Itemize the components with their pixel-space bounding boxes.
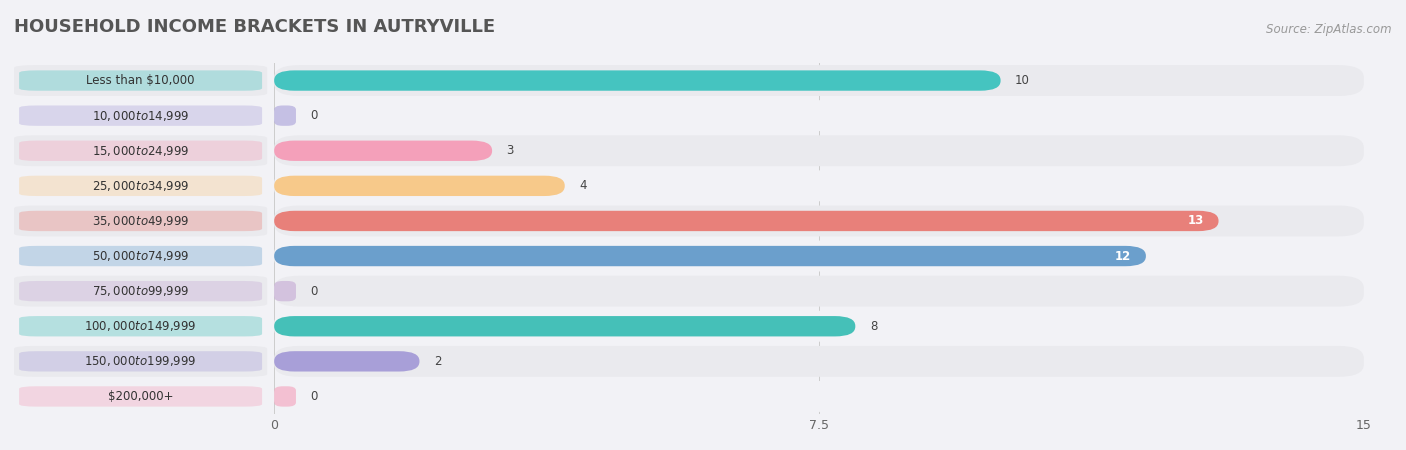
FancyBboxPatch shape [274,281,297,302]
Text: 12: 12 [1115,250,1132,262]
FancyBboxPatch shape [14,311,267,342]
FancyBboxPatch shape [274,140,492,161]
FancyBboxPatch shape [274,65,1364,96]
FancyBboxPatch shape [14,381,267,412]
FancyBboxPatch shape [274,70,1001,91]
FancyBboxPatch shape [14,171,267,201]
Text: 0: 0 [311,285,318,297]
FancyBboxPatch shape [20,70,262,91]
FancyBboxPatch shape [20,176,262,196]
Text: $10,000 to $14,999: $10,000 to $14,999 [91,108,190,123]
FancyBboxPatch shape [274,241,1364,271]
FancyBboxPatch shape [20,105,262,126]
Text: 3: 3 [506,144,515,157]
Text: $25,000 to $34,999: $25,000 to $34,999 [91,179,190,193]
FancyBboxPatch shape [14,100,267,131]
Text: 13: 13 [1188,215,1204,227]
Text: Less than $10,000: Less than $10,000 [86,74,195,87]
FancyBboxPatch shape [274,105,297,126]
Text: $100,000 to $149,999: $100,000 to $149,999 [84,319,197,333]
FancyBboxPatch shape [14,206,267,236]
Text: $35,000 to $49,999: $35,000 to $49,999 [91,214,190,228]
FancyBboxPatch shape [20,316,262,337]
FancyBboxPatch shape [274,206,1364,236]
FancyBboxPatch shape [274,100,1364,131]
Text: 8: 8 [870,320,877,333]
Text: $200,000+: $200,000+ [108,390,173,403]
Text: 2: 2 [434,355,441,368]
FancyBboxPatch shape [274,351,419,372]
FancyBboxPatch shape [274,346,1364,377]
FancyBboxPatch shape [274,316,855,337]
FancyBboxPatch shape [274,276,1364,306]
FancyBboxPatch shape [274,311,1364,342]
Text: $15,000 to $24,999: $15,000 to $24,999 [91,144,190,158]
FancyBboxPatch shape [274,211,1219,231]
FancyBboxPatch shape [274,176,565,196]
FancyBboxPatch shape [14,241,267,271]
FancyBboxPatch shape [14,276,267,306]
Text: 4: 4 [579,180,586,192]
Text: 0: 0 [311,109,318,122]
FancyBboxPatch shape [20,211,262,231]
FancyBboxPatch shape [20,281,262,302]
Text: Source: ZipAtlas.com: Source: ZipAtlas.com [1267,22,1392,36]
Text: 0: 0 [311,390,318,403]
Text: $75,000 to $99,999: $75,000 to $99,999 [91,284,190,298]
FancyBboxPatch shape [14,65,267,96]
Text: 10: 10 [1015,74,1031,87]
Text: $50,000 to $74,999: $50,000 to $74,999 [91,249,190,263]
FancyBboxPatch shape [274,171,1364,201]
FancyBboxPatch shape [20,140,262,161]
FancyBboxPatch shape [274,386,297,407]
FancyBboxPatch shape [14,135,267,166]
FancyBboxPatch shape [20,386,262,407]
Text: HOUSEHOLD INCOME BRACKETS IN AUTRYVILLE: HOUSEHOLD INCOME BRACKETS IN AUTRYVILLE [14,18,495,36]
FancyBboxPatch shape [274,381,1364,412]
FancyBboxPatch shape [274,135,1364,166]
Text: $150,000 to $199,999: $150,000 to $199,999 [84,354,197,369]
FancyBboxPatch shape [274,246,1146,266]
FancyBboxPatch shape [20,351,262,372]
FancyBboxPatch shape [14,346,267,377]
FancyBboxPatch shape [20,246,262,266]
